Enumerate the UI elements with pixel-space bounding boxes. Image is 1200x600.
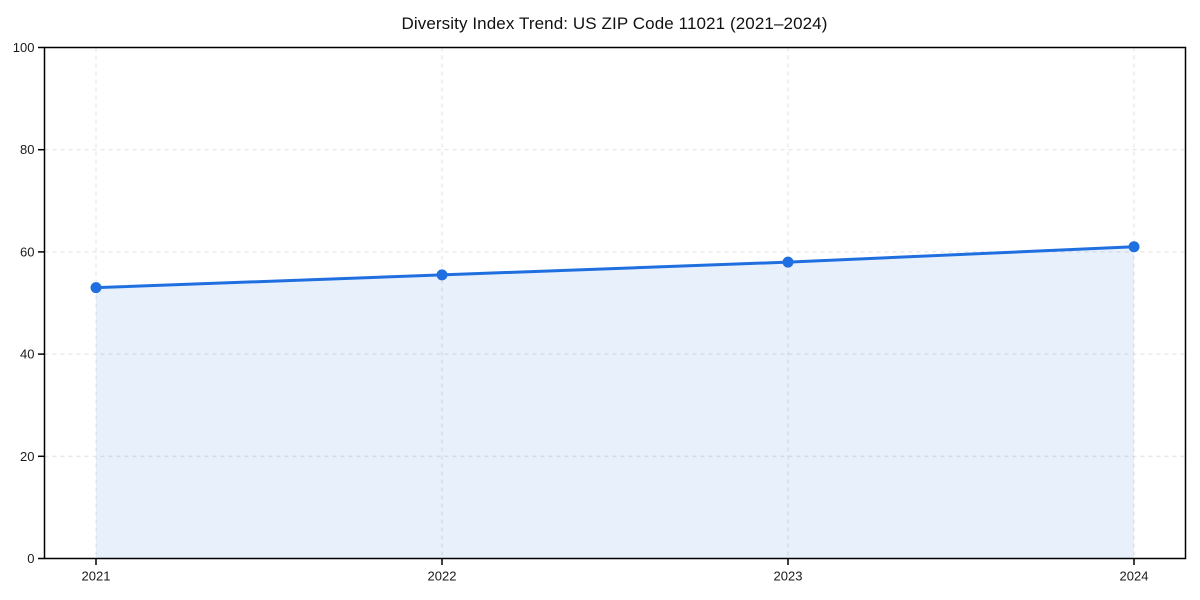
data-point-marker [1128,241,1140,253]
x-tick-label: 2024 [1120,569,1149,584]
trend-line [94,245,1136,290]
area-fill [96,246,1134,559]
data-point-marker [90,282,102,294]
x-tick-label: 2021 [82,569,111,584]
x-tick-label: 2023 [774,569,803,584]
y-tick-label: 40 [20,347,34,362]
x-tick-label: 2022 [428,569,457,584]
y-tick-label: 0 [27,551,34,566]
chart-title: Diversity Index Trend: US ZIP Code 11021… [401,14,828,33]
axis-frame [43,46,1187,560]
y-tick-label: 60 [20,244,34,259]
data-point-marker [436,269,448,281]
data-point-marker [782,256,794,268]
y-tick-label: 20 [20,449,34,464]
y-tick-label: 100 [13,40,35,55]
y-tick-label: 80 [20,142,34,157]
